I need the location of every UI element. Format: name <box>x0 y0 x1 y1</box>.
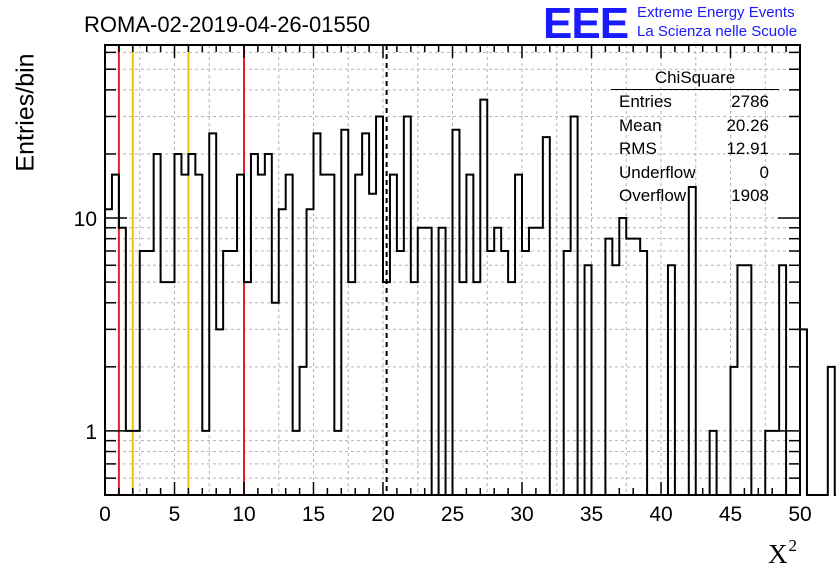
stats-row: RMS 12.91 <box>611 139 779 163</box>
x-tick-label: 50 <box>788 503 811 526</box>
histogram-outline <box>105 98 836 496</box>
stats-box: ChiSquare Entries 2786 Mean 20.26 RMS 12.91… <box>611 68 779 210</box>
x-tick-label: 25 <box>441 503 464 526</box>
x-tick-label: 10 <box>232 503 255 526</box>
stats-value: 1908 <box>731 186 769 205</box>
run-title: ROMA-02-2019-04-26-01550 <box>84 12 371 37</box>
eee-logo-line1: Extreme Energy Events <box>637 4 795 21</box>
y-axis-label: Entries/bin <box>11 53 40 172</box>
stats-row: Entries 2786 <box>611 92 779 116</box>
x-tick-label: 30 <box>510 503 533 526</box>
stats-value: 2786 <box>731 92 769 111</box>
stats-value: 20.26 <box>726 115 769 135</box>
x-tick-label: 0 <box>99 503 111 526</box>
y-tick-label: 1 <box>85 421 97 444</box>
y-tick-label: 10 <box>74 208 97 231</box>
stats-key: Entries <box>619 92 672 111</box>
x-tick-label: 15 <box>302 503 325 526</box>
x-tick-label: 45 <box>719 503 742 526</box>
stats-key: Underflow <box>619 162 696 182</box>
x-tick-label: 40 <box>649 503 672 526</box>
x-tick-label: 20 <box>371 503 394 526</box>
stats-title: ChiSquare <box>611 68 779 90</box>
stats-key: RMS <box>619 139 657 158</box>
stats-row: Mean 20.26 <box>611 116 779 140</box>
stats-key: Overflow <box>619 186 687 205</box>
axis-ticks: 0 5 10 15 20 25 30 35 40 45 50 1 10 <box>74 45 812 526</box>
stats-row: Underflow 0 <box>611 163 779 187</box>
marker-lines <box>117 45 388 495</box>
x-tick-label: 5 <box>169 503 181 526</box>
x-tick-label: 35 <box>580 503 603 526</box>
eee-logo-line2: La Scienza nelle Scuole <box>637 23 798 40</box>
stats-key: Mean <box>619 115 662 135</box>
stats-row: Overflow 1908 <box>611 186 779 210</box>
eee-logo: EEE <box>543 0 629 48</box>
stats-value: 0 <box>759 162 769 182</box>
x-axis-label: X2 <box>768 536 797 569</box>
stats-value: 12.91 <box>726 139 769 158</box>
